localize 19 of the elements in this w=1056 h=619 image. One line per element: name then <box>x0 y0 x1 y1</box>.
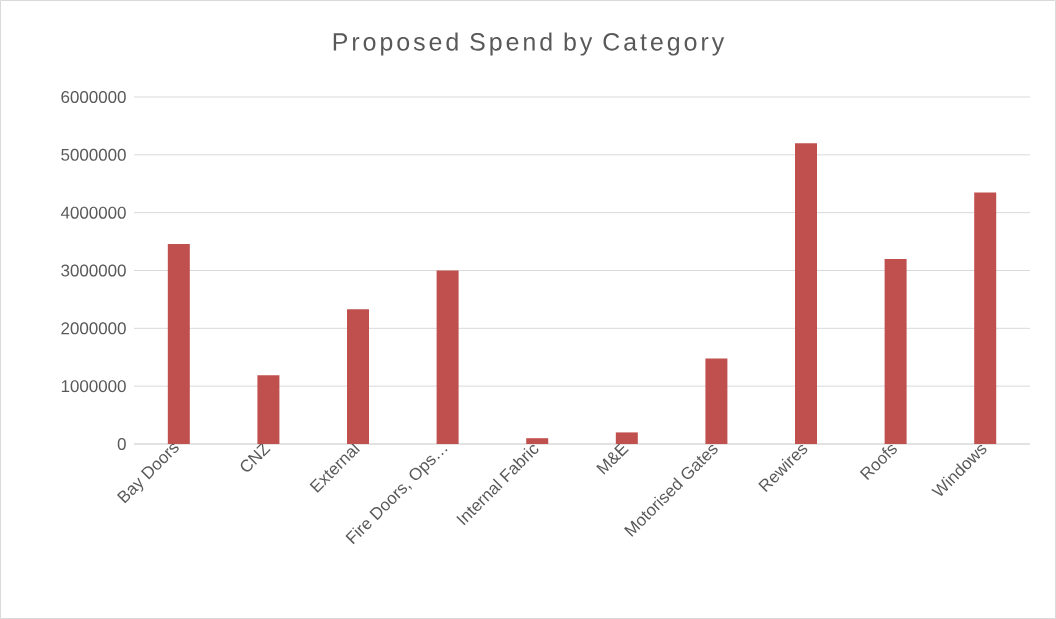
bar <box>884 258 907 444</box>
y-tick-label: 3000000 <box>61 264 126 277</box>
x-tick-label: CNZ <box>240 442 271 472</box>
bar <box>795 143 818 444</box>
y-tick-label: 1000000 <box>61 380 126 393</box>
y-tick-label: 6000000 <box>61 90 126 103</box>
y-tick-label: 0 <box>117 437 126 450</box>
y-tick-label: 4000000 <box>60 206 126 219</box>
bar <box>974 192 997 444</box>
bar <box>526 438 549 444</box>
bar <box>615 432 638 444</box>
bar <box>167 243 190 444</box>
bar <box>705 358 728 444</box>
bar <box>347 309 370 444</box>
y-tick-label: 5000000 <box>61 148 126 161</box>
chart-title: Proposed Spend by Category <box>333 32 725 56</box>
bar <box>257 375 280 444</box>
y-tick-label: 2000000 <box>61 322 126 335</box>
bar <box>436 270 459 444</box>
